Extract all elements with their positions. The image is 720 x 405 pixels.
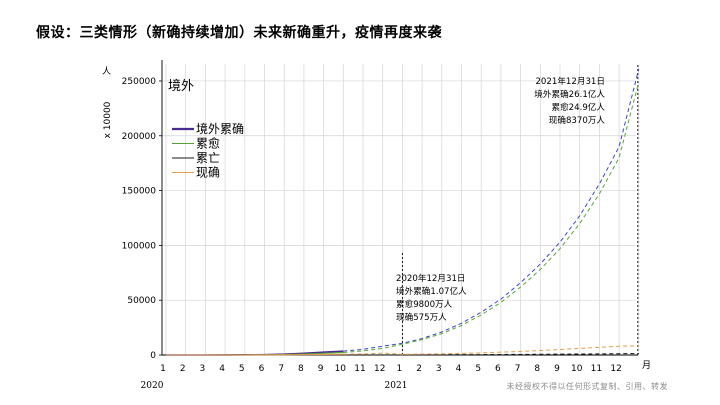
- x-tick-label: 3: [200, 364, 206, 374]
- legend-entry: 现确: [196, 166, 220, 180]
- series-lines: [166, 68, 640, 356]
- y-tick-label: 200000: [122, 132, 157, 142]
- y-unit-label: 人: [102, 66, 111, 77]
- x-tick-label: 12: [374, 364, 385, 374]
- annotation-2021-line: 累愈24.9亿人: [551, 101, 605, 113]
- x-tick-label: 9: [554, 364, 560, 374]
- annotation-2020-line: 现确575万人: [396, 311, 447, 323]
- y-tick-label: 0: [150, 351, 156, 361]
- x-tick-label: 4: [456, 364, 462, 374]
- page-title: 假设：三类情形（新确持续增加）未来新确重升，疫情再度来袭: [36, 25, 442, 41]
- series-line-projection: [343, 345, 639, 355]
- y-tick-label: 50000: [127, 296, 156, 306]
- x-tick-label: 2: [180, 364, 186, 374]
- x-tick-label: 10: [335, 364, 347, 374]
- year-label-2020: 2020: [141, 381, 164, 391]
- x-tick-label: 12: [610, 364, 621, 374]
- annotation-2020-line: 境外累确1.07亿人: [396, 285, 467, 297]
- annotation-2021-line: 2021年12月31日: [535, 75, 605, 87]
- series-line-projection: [343, 81, 640, 353]
- legend-entry: 累亡: [196, 151, 220, 165]
- x-tick-label: 10: [571, 364, 583, 374]
- region-label: 境外: [168, 79, 194, 94]
- x-tick-label: 6: [495, 364, 501, 374]
- annotation-2021-line: 现确8370万人: [549, 114, 606, 126]
- year-label-2021: 2021: [385, 381, 408, 391]
- x-tick-label: 5: [239, 364, 245, 374]
- legend-entry: 累愈: [196, 136, 220, 151]
- x-tick-label: 2: [416, 364, 422, 374]
- y-tick-label: 150000: [122, 187, 157, 197]
- x-tick-label: 9: [318, 364, 324, 374]
- x-tick-label: 4: [219, 364, 225, 374]
- copyright-note: 未经授权不得以任何形式复制、引用、转发: [506, 382, 668, 391]
- x-tick-label: 5: [475, 364, 481, 374]
- series-line-projection: [343, 353, 639, 356]
- gridlines: [162, 64, 640, 356]
- x-tick-label: 3: [436, 364, 442, 374]
- x-tick-label: 11: [354, 364, 365, 374]
- annotation-2020-line: 累愈9800万人: [396, 298, 453, 310]
- y-scale-label: x 10000: [103, 101, 113, 138]
- x-tick-label: 1: [397, 364, 403, 374]
- x-tick-label: 7: [515, 364, 521, 374]
- x-tick-label: 1: [160, 364, 166, 374]
- x-unit-label: 月: [642, 360, 651, 371]
- x-tick-label: 11: [591, 364, 602, 374]
- y-tick-label: 250000: [122, 77, 157, 87]
- annotation-2021-line: 境外累确26.1亿人: [534, 88, 605, 100]
- x-tick-label: 7: [278, 364, 284, 374]
- y-tick-label: 100000: [122, 241, 157, 251]
- series-line-projection: [343, 68, 640, 352]
- x-tick-label: 6: [259, 364, 265, 374]
- legend-entry: 境外累确: [196, 121, 244, 136]
- annotation-2020-line: 2020年12月31日: [396, 272, 466, 284]
- tick-labels: 0 50000 100000 150000 200000 250000 人 x 10000 月 1…: [102, 66, 651, 391]
- x-tick-label: 8: [298, 364, 304, 374]
- series-line-actual: [166, 353, 344, 356]
- x-tick-label: 8: [534, 364, 540, 374]
